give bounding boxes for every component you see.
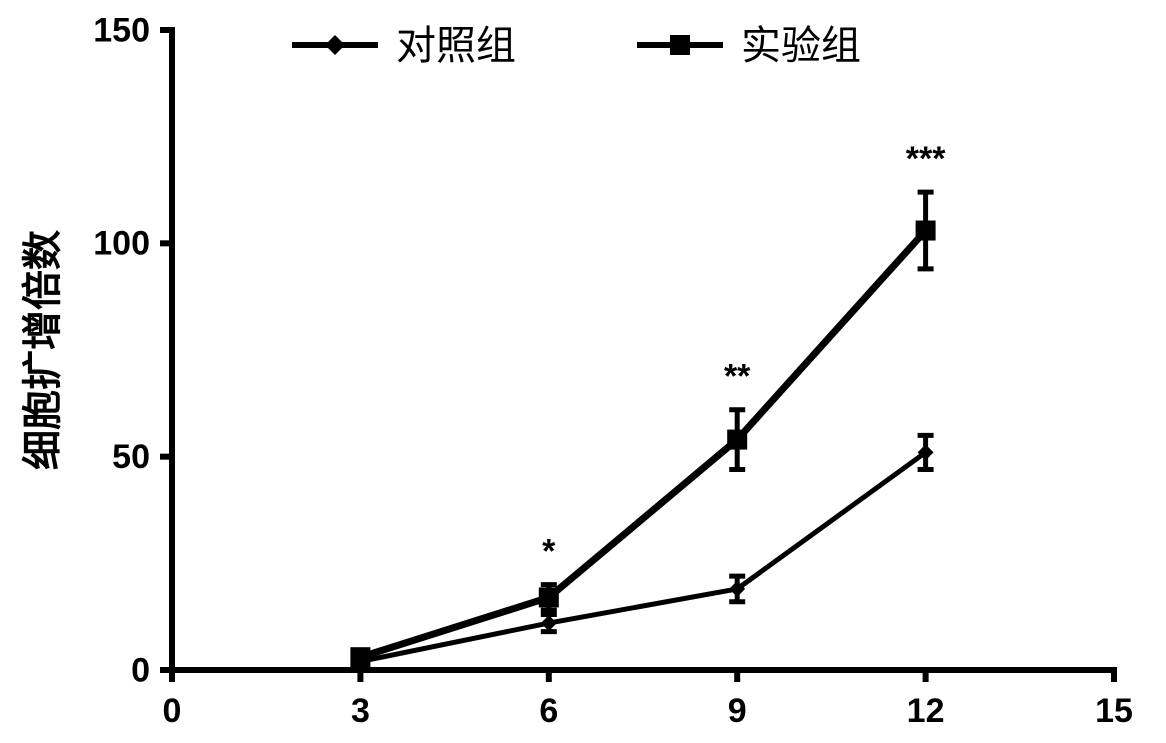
legend-marker-experiment: [670, 35, 690, 55]
x-tick-label: 9: [728, 692, 747, 730]
data-point-experiment: [727, 430, 747, 450]
data-point-experiment: [350, 647, 370, 667]
y-axis-title: 细胞扩增倍数: [21, 230, 65, 470]
legend-label-experiment: 实验组: [741, 24, 861, 68]
significance-marker: *: [542, 533, 556, 571]
significance-marker: ***: [906, 140, 946, 178]
y-tick-label: 50: [112, 438, 150, 476]
x-tick-label: 3: [351, 692, 370, 730]
y-tick-label: 0: [131, 651, 150, 689]
x-tick-label: 12: [907, 692, 945, 730]
significance-marker: **: [724, 358, 751, 396]
y-tick-label: 100: [93, 225, 150, 263]
chart-container: 03691215050100150细胞扩增倍数******对照组实验组: [0, 0, 1166, 743]
x-tick-label: 15: [1095, 692, 1133, 730]
legend-label-control: 对照组: [396, 24, 516, 68]
series-line-experiment: [360, 231, 925, 658]
line-chart: 03691215050100150细胞扩增倍数******对照组实验组: [0, 0, 1166, 743]
data-point-experiment: [916, 221, 936, 241]
legend-marker-control: [325, 35, 345, 55]
data-point-control: [541, 615, 557, 631]
x-tick-label: 6: [539, 692, 558, 730]
y-tick-label: 150: [93, 11, 150, 49]
x-tick-label: 0: [163, 692, 182, 730]
data-point-experiment: [539, 587, 559, 607]
